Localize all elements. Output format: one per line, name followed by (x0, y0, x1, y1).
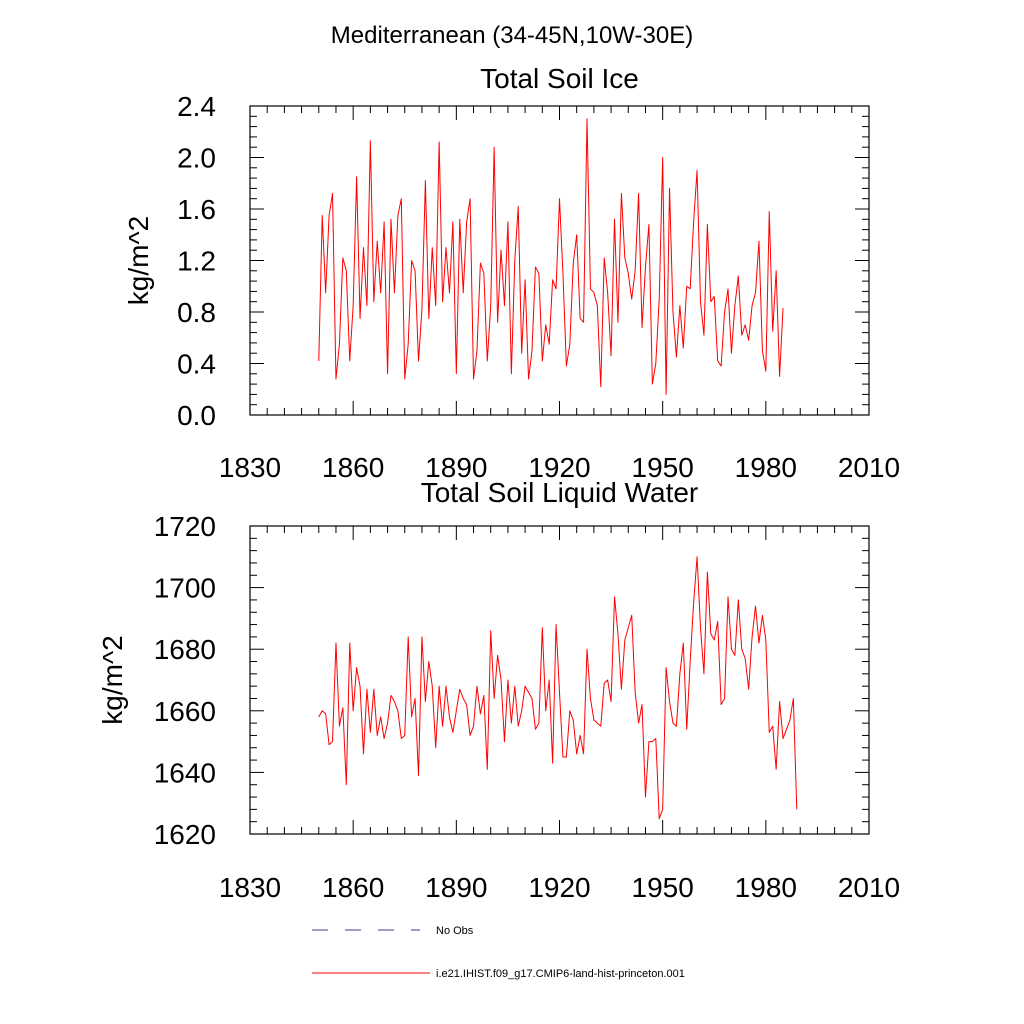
x-tick-label: 1860 (322, 452, 384, 483)
panel-title: Total Soil Ice (480, 63, 639, 94)
y-tick-label: 1.6 (177, 194, 216, 225)
x-tick-label: 1860 (322, 872, 384, 903)
y-tick-label: 0.4 (177, 349, 216, 380)
x-tick-label: 2010 (838, 872, 900, 903)
x-tick-label: 1920 (528, 452, 590, 483)
chart-panel-1: Total Soil Ice kg/m^2 1830 1860 1890 1920 1950… (123, 63, 900, 483)
y-tick-label: 1.2 (177, 246, 216, 277)
x-tick-label: 1890 (425, 872, 487, 903)
x-tick-label: 1980 (735, 452, 797, 483)
legend-label-model: i.e21.IHIST.f09_g17.CMIP6-land-hist-prin… (436, 968, 685, 980)
y-axis-label: kg/m^2 (97, 635, 128, 724)
x-tick-label: 1950 (632, 452, 694, 483)
x-tick-label: 1920 (528, 872, 590, 903)
y-tick-label: 0.8 (177, 297, 216, 328)
y-tick-label: 1640 (154, 757, 216, 788)
y-tick-label: 1660 (154, 696, 216, 727)
x-tick-label: 1980 (735, 872, 797, 903)
x-tick-label: 1950 (632, 872, 694, 903)
plot-frame (249, 525, 870, 835)
series-line (318, 556, 798, 820)
figure-title: Mediterranean (34-45N,10W-30E) (331, 22, 693, 49)
y-tick-label: 1700 (154, 573, 216, 604)
y-tick-label: 2.4 (177, 91, 216, 122)
y-tick-label: 1720 (154, 511, 216, 542)
y-tick-label: 0.0 (177, 400, 216, 431)
x-tick-label: 1890 (425, 452, 487, 483)
panel-title: Total Soil Liquid Water (421, 477, 699, 508)
y-axis-label: kg/m^2 (123, 216, 154, 305)
y-tick-label: 2.0 (177, 143, 216, 174)
y-tick-label: 1680 (154, 634, 216, 665)
y-tick-label: 1620 (154, 819, 216, 850)
legend-label-no-obs: No Obs (436, 925, 474, 937)
x-tick-label: 2010 (838, 452, 900, 483)
x-tick-label: 1830 (219, 452, 281, 483)
x-tick-label: 1830 (219, 872, 281, 903)
series-line (318, 118, 784, 395)
chart-panel-2: Total Soil Liquid Water kg/m^2 1830 1860 189… (97, 477, 900, 903)
panels: Total Soil Ice kg/m^2 1830 1860 1890 1920 1950… (97, 63, 900, 903)
legend: No Obs i.e21.IHIST.f09_g17.CMIP6-land-hi… (312, 925, 685, 980)
